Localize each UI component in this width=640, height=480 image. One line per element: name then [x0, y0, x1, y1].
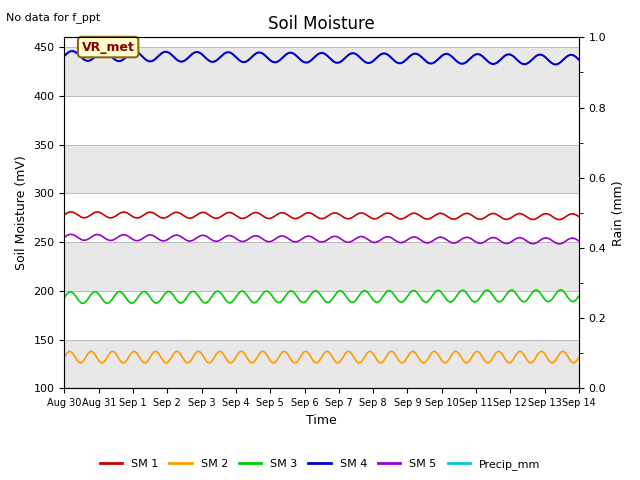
Text: VR_met: VR_met — [82, 41, 134, 54]
Y-axis label: Soil Moisture (mV): Soil Moisture (mV) — [15, 156, 28, 270]
Bar — [65, 242, 579, 291]
Title: Soil Moisture: Soil Moisture — [268, 15, 375, 33]
Bar — [65, 37, 579, 47]
X-axis label: Time: Time — [307, 414, 337, 427]
Bar — [65, 193, 579, 242]
Bar — [65, 144, 579, 193]
Text: No data for f_ppt: No data for f_ppt — [6, 12, 100, 23]
Bar — [65, 47, 579, 96]
Bar — [65, 96, 579, 144]
Bar — [65, 291, 579, 339]
Legend: SM 1, SM 2, SM 3, SM 4, SM 5, Precip_mm: SM 1, SM 2, SM 3, SM 4, SM 5, Precip_mm — [95, 455, 545, 474]
Bar — [65, 339, 579, 388]
Y-axis label: Rain (mm): Rain (mm) — [612, 180, 625, 246]
